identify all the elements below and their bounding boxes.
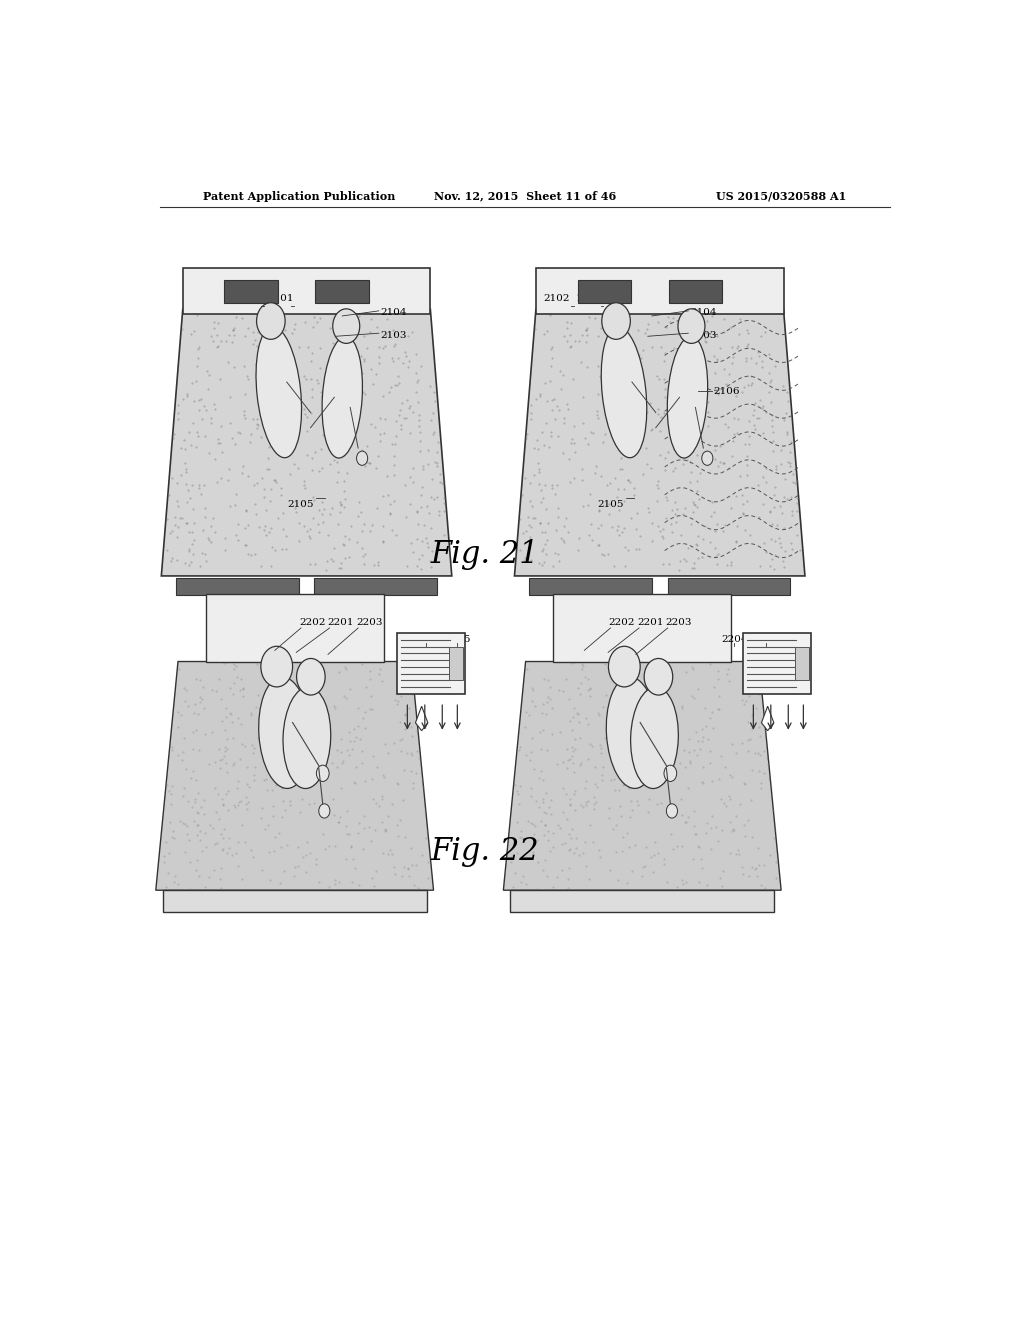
Polygon shape [762,706,774,731]
Polygon shape [743,634,811,694]
Circle shape [356,451,368,466]
Text: Patent Application Publication: Patent Application Publication [204,190,395,202]
Circle shape [608,647,640,686]
Circle shape [297,659,326,696]
Polygon shape [795,647,809,680]
Text: 2205: 2205 [753,635,779,644]
Circle shape [667,804,678,818]
Polygon shape [397,634,465,694]
Circle shape [333,309,359,343]
Text: 2102: 2102 [544,294,569,304]
Polygon shape [416,706,428,731]
Circle shape [261,647,293,686]
Ellipse shape [283,686,331,788]
Text: 2106: 2106 [714,387,740,396]
Polygon shape [315,280,369,302]
Text: US 2015/0320588 A1: US 2015/0320588 A1 [716,190,846,202]
Ellipse shape [323,337,362,458]
Polygon shape [182,268,430,314]
Circle shape [316,766,329,781]
Ellipse shape [259,677,310,788]
Circle shape [664,766,677,781]
Polygon shape [536,268,783,314]
Polygon shape [578,280,631,302]
Polygon shape [163,890,427,912]
Text: 2104: 2104 [380,309,407,317]
Polygon shape [529,578,652,595]
Polygon shape [176,578,299,595]
Text: 2102: 2102 [233,294,260,304]
Polygon shape [162,309,452,576]
Text: 2204: 2204 [413,635,439,644]
Text: 2202: 2202 [608,618,635,627]
Circle shape [318,804,330,818]
Polygon shape [206,594,384,661]
Ellipse shape [256,326,301,458]
Circle shape [701,451,713,466]
Text: 2105: 2105 [597,500,624,510]
Text: 2105: 2105 [288,500,314,510]
Polygon shape [669,280,722,302]
Text: 2104: 2104 [690,309,717,317]
Text: 2103: 2103 [380,331,407,339]
Text: 2203: 2203 [666,618,692,627]
Text: 2201: 2201 [328,618,354,627]
Text: Nov. 12, 2015  Sheet 11 of 46: Nov. 12, 2015 Sheet 11 of 46 [434,190,615,202]
Circle shape [644,659,673,696]
Text: 2201: 2201 [637,618,664,627]
Polygon shape [514,309,805,576]
Text: 2204: 2204 [721,635,748,644]
Polygon shape [224,280,278,302]
Circle shape [602,302,631,339]
Polygon shape [314,578,437,595]
Polygon shape [449,647,463,680]
Text: 2101: 2101 [267,294,294,304]
Text: Fig. 21: Fig. 21 [431,540,540,570]
Text: Fig. 22: Fig. 22 [431,836,540,867]
Ellipse shape [631,686,678,788]
Text: 2202: 2202 [299,618,326,627]
Polygon shape [504,661,781,890]
Text: 2101: 2101 [577,294,603,304]
Ellipse shape [601,326,647,458]
Circle shape [678,309,705,343]
Circle shape [257,302,285,339]
Polygon shape [510,890,774,912]
Polygon shape [553,594,731,661]
Text: 2203: 2203 [356,618,383,627]
Polygon shape [156,661,433,890]
Text: 2103: 2103 [690,331,717,339]
Text: 2205: 2205 [444,635,471,644]
Ellipse shape [668,337,708,458]
Polygon shape [668,578,791,595]
Ellipse shape [606,677,658,788]
